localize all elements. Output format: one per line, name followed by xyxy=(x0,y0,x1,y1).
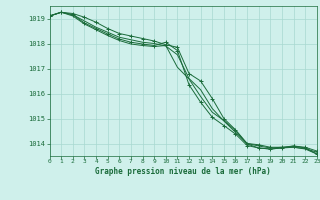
X-axis label: Graphe pression niveau de la mer (hPa): Graphe pression niveau de la mer (hPa) xyxy=(95,167,271,176)
